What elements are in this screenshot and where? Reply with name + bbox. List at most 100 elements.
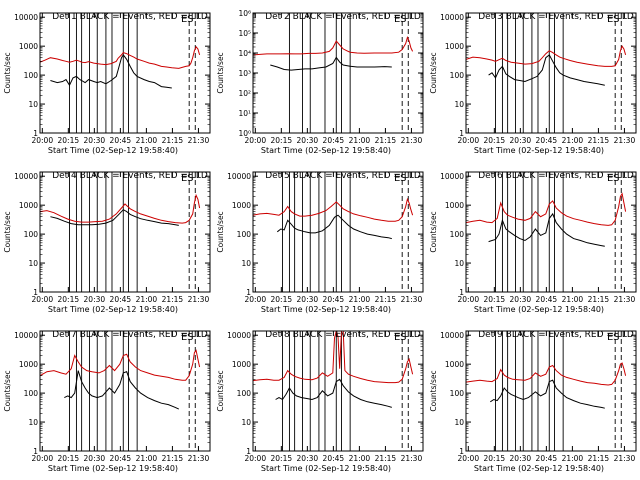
x-tick-label: 21:30 xyxy=(614,454,636,463)
panel-title: Det 9 BLACK = Events, RED = LLD xyxy=(478,330,634,340)
x-tick-label: 20:45 xyxy=(110,454,132,463)
marker-label-s: S xyxy=(187,332,193,343)
x-tick-label: 20:45 xyxy=(323,295,345,304)
plot-frame xyxy=(465,12,637,134)
series-line-events xyxy=(270,56,392,71)
x-tick-label: 21:15 xyxy=(375,136,397,145)
marker-label-s: S xyxy=(187,14,193,25)
x-tick-label: 20:30 xyxy=(84,454,106,463)
detector-panel-3: E S 20:00 20:15 20:30 20:45 21:00 21:15 21:30 1 10… xyxy=(429,12,637,155)
x-tick-label: 20:30 xyxy=(297,454,319,463)
y-tick-label: 10000 xyxy=(440,331,464,340)
x-tick-label: 20:00 xyxy=(244,295,266,304)
y-tick-label: 1 xyxy=(33,288,38,297)
x-tick-label: 20:15 xyxy=(271,295,293,304)
y-axis-label: Counts/sec xyxy=(216,370,225,411)
x-tick-label: 21:00 xyxy=(136,295,158,304)
x-tick-label: 20:00 xyxy=(457,295,479,304)
x-tick-label: 20:00 xyxy=(31,454,53,463)
x-tick-label: 20:15 xyxy=(58,295,80,304)
detector-panel-1: E S 20:00 20:15 20:30 20:45 21:00 21:15 21:30 1 10… xyxy=(3,12,211,155)
x-tick-label: 21:15 xyxy=(588,136,610,145)
y-tick-label: 100 xyxy=(24,389,39,398)
plot-frame xyxy=(252,330,424,452)
x-tick-label: 21:00 xyxy=(562,454,584,463)
y-tick-label: 10000 xyxy=(14,172,38,181)
y-tick-label: 10000 xyxy=(440,13,464,22)
x-tick-label: 21:15 xyxy=(162,136,184,145)
x-tick-label: 21:00 xyxy=(136,136,158,145)
series-line-events xyxy=(488,54,605,86)
y-tick-label: 100 xyxy=(24,230,39,239)
series-line-lld xyxy=(40,193,201,224)
marker-label-s: S xyxy=(400,332,406,343)
x-tick-label: 20:15 xyxy=(484,295,506,304)
marker-label-s: S xyxy=(613,14,619,25)
y-tick-label: 10 xyxy=(28,418,38,427)
x-tick-label: 21:30 xyxy=(614,295,636,304)
marker-label-e: E xyxy=(394,14,400,25)
y-axis-label: Counts/sec xyxy=(429,52,438,93)
panel-title: Det 7 BLACK = Events, RED = LLD xyxy=(52,330,208,340)
x-axis-label: Start Time (02-Sep-12 19:58:40) xyxy=(48,305,178,314)
y-tick-label: 100 xyxy=(237,389,252,398)
series-line-lld xyxy=(466,362,627,386)
x-tick-label: 20:30 xyxy=(510,454,532,463)
detector-panel-5: E S 20:00 20:15 20:30 20:45 21:00 21:15 21:30 1 10… xyxy=(216,171,424,314)
panel-title: Det 6 BLACK = Events, RED = LLD xyxy=(478,171,634,181)
panel-title: Det 5 BLACK = Events, RED = LLD xyxy=(265,171,421,181)
x-axis-label: Start Time (02-Sep-12 19:58:40) xyxy=(261,305,391,314)
y-tick-label: 100 xyxy=(237,230,252,239)
x-tick-label: 20:45 xyxy=(323,454,345,463)
detector-panel-9: E S 20:00 20:15 20:30 20:45 21:00 21:15 21:30 1 10… xyxy=(429,330,637,473)
y-axis-label: Counts/sec xyxy=(3,52,12,93)
plot-frame xyxy=(465,171,637,293)
x-tick-label: 20:00 xyxy=(244,454,266,463)
x-tick-label: 20:15 xyxy=(484,136,506,145)
panel-title: Det 4 BLACK = Events, RED = LLD xyxy=(52,171,208,181)
y-tick-label: 10⁶ xyxy=(238,9,251,18)
x-tick-label: 20:30 xyxy=(510,136,532,145)
detector-panel-7: E S 20:00 20:15 20:30 20:45 21:00 21:15 21:30 1 10… xyxy=(3,330,211,473)
x-axis-label: Start Time (02-Sep-12 19:58:40) xyxy=(474,464,604,473)
y-tick-label: 10² xyxy=(238,89,251,98)
marker-label-s: S xyxy=(613,332,619,343)
series-line-lld xyxy=(40,45,201,69)
y-tick-label: 10⁵ xyxy=(238,29,251,38)
plot-frame xyxy=(465,330,637,452)
marker-label-e: E xyxy=(607,173,613,184)
plot-frame xyxy=(252,12,424,134)
x-tick-label: 20:45 xyxy=(110,136,132,145)
y-tick-label: 10³ xyxy=(238,69,251,78)
x-axis-label: Start Time (02-Sep-12 19:58:40) xyxy=(48,464,178,473)
x-tick-label: 20:00 xyxy=(31,136,53,145)
y-tick-label: 10 xyxy=(454,100,464,109)
y-tick-label: 10 xyxy=(28,259,38,268)
plot-frame xyxy=(252,171,424,293)
x-tick-label: 20:45 xyxy=(323,136,345,145)
series-line-events xyxy=(50,54,172,89)
y-tick-label: 10 xyxy=(241,259,251,268)
y-tick-label: 100 xyxy=(450,389,465,398)
x-tick-label: 20:15 xyxy=(271,454,293,463)
marker-label-e: E xyxy=(181,332,187,343)
y-tick-label: 10000 xyxy=(440,172,464,181)
x-tick-label: 21:00 xyxy=(562,136,584,145)
series-line-events xyxy=(490,379,605,409)
series-line-lld xyxy=(253,35,414,56)
detector-panel-8: E S 20:00 20:15 20:30 20:45 21:00 21:15 21:30 1 10… xyxy=(216,330,424,473)
x-tick-label: 21:30 xyxy=(614,136,636,145)
y-tick-label: 1 xyxy=(246,288,251,297)
plot-frame xyxy=(39,171,211,293)
y-tick-label: 10¹ xyxy=(238,109,251,118)
marker-label-e: E xyxy=(394,332,400,343)
y-tick-label: 1000 xyxy=(19,201,38,210)
marker-label-e: E xyxy=(394,173,400,184)
panel-title: Det 2 BLACK = Events, RED = LLD xyxy=(265,12,421,22)
marker-label-s: S xyxy=(400,14,406,25)
detector-panel-4: E S 20:00 20:15 20:30 20:45 21:00 21:15 21:30 1 10… xyxy=(3,171,211,314)
y-tick-label: 1 xyxy=(33,129,38,138)
panel-title: Det 3 BLACK = Events, RED = LLD xyxy=(478,12,634,22)
y-tick-label: 10 xyxy=(241,418,251,427)
x-tick-label: 21:30 xyxy=(401,454,423,463)
